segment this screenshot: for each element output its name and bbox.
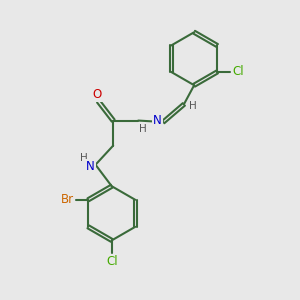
Text: Cl: Cl [106, 255, 118, 268]
Text: Cl: Cl [233, 65, 244, 79]
Text: Br: Br [61, 193, 74, 206]
Text: H: H [139, 124, 146, 134]
Text: O: O [92, 88, 102, 101]
Text: N: N [153, 114, 162, 127]
Text: H: H [189, 101, 197, 111]
Text: N: N [86, 160, 94, 173]
Text: H: H [80, 153, 88, 163]
